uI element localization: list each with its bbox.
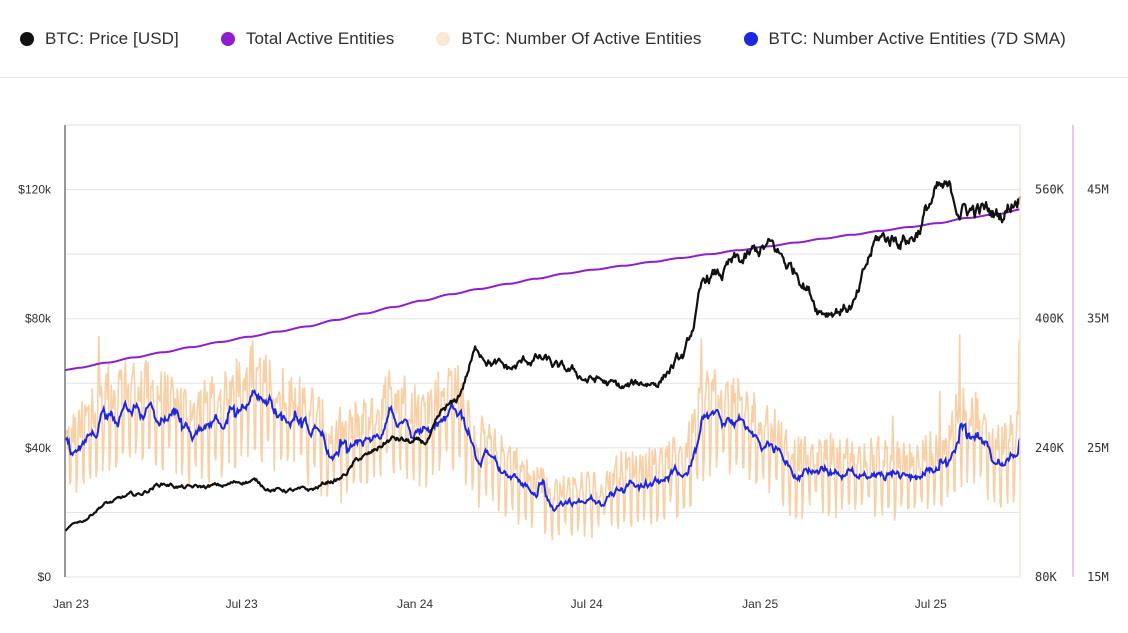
- x-axis-tick-label: Jul 24: [571, 597, 603, 611]
- left-axis-tick-label: $0: [38, 570, 52, 584]
- series-active-entities-daily[interactable]: [64, 333, 1021, 540]
- legend-item-active-entities-sma[interactable]: BTC: Number Active Entities (7D SMA): [743, 28, 1066, 49]
- middle-axis-tick-label: 400K: [1035, 312, 1065, 326]
- legend-label: BTC: Number Active Entities (7D SMA): [768, 28, 1066, 48]
- middle-axis-tick-label: 80K: [1035, 570, 1057, 584]
- right-axis-tick-label: 45M: [1087, 183, 1109, 197]
- right-axis-tick-label: 25M: [1087, 441, 1109, 455]
- right-axis-tick-label: 35M: [1087, 312, 1109, 326]
- chart-legend: BTC: Price [USD] Total Active Entities B…: [0, 0, 1128, 78]
- left-axis-tick-label: $120k: [18, 183, 52, 197]
- legend-item-btc-price[interactable]: BTC: Price [USD]: [20, 29, 179, 49]
- gridlines: [65, 124, 1020, 578]
- middle-axis-tick-label: 240K: [1035, 441, 1065, 455]
- legend-item-total-active-entities[interactable]: Total Active Entities: [220, 28, 395, 49]
- legend-label: Total Active Entities: [245, 28, 395, 48]
- legend-dot-icon: [220, 31, 235, 46]
- legend-dot-icon: [20, 31, 34, 46]
- legend-dot-icon: [436, 31, 451, 46]
- x-axis-tick-label: Jul 25: [915, 597, 947, 611]
- x-axis-tick-label: Jul 23: [226, 597, 258, 611]
- x-axis-tick-label: Jan 23: [53, 597, 89, 611]
- middle-axis-tick-label: 560K: [1035, 183, 1065, 197]
- series-btc-price[interactable]: [64, 180, 1022, 532]
- x-axis-tick-label: Jan 25: [742, 597, 778, 611]
- legend-label: BTC: Number Of Active Entities: [461, 28, 702, 48]
- left-axis-tick-label: $80k: [25, 312, 52, 326]
- right-axis-tick-label: 15M: [1087, 570, 1109, 584]
- x-axis-tick-label: Jan 24: [397, 597, 433, 611]
- series-active-entities-7d-sma[interactable]: [64, 388, 1021, 512]
- series-layer: [64, 180, 1022, 540]
- chart-canvas[interactable]: $0 $40k $80k $120k 80K 240K 400K 560K 15M 25M 35M 4…: [0, 78, 1128, 633]
- left-axis-tick-label: $40k: [25, 441, 52, 455]
- legend-label: BTC: Price [USD]: [45, 28, 179, 48]
- legend-item-active-entities[interactable]: BTC: Number Of Active Entities: [436, 29, 701, 49]
- series-total-active-entities[interactable]: [64, 208, 1021, 372]
- axes: $0 $40k $80k $120k 80K 240K 400K 560K 15M 25M 35M 4…: [18, 125, 1109, 611]
- legend-dot-icon: [743, 31, 758, 46]
